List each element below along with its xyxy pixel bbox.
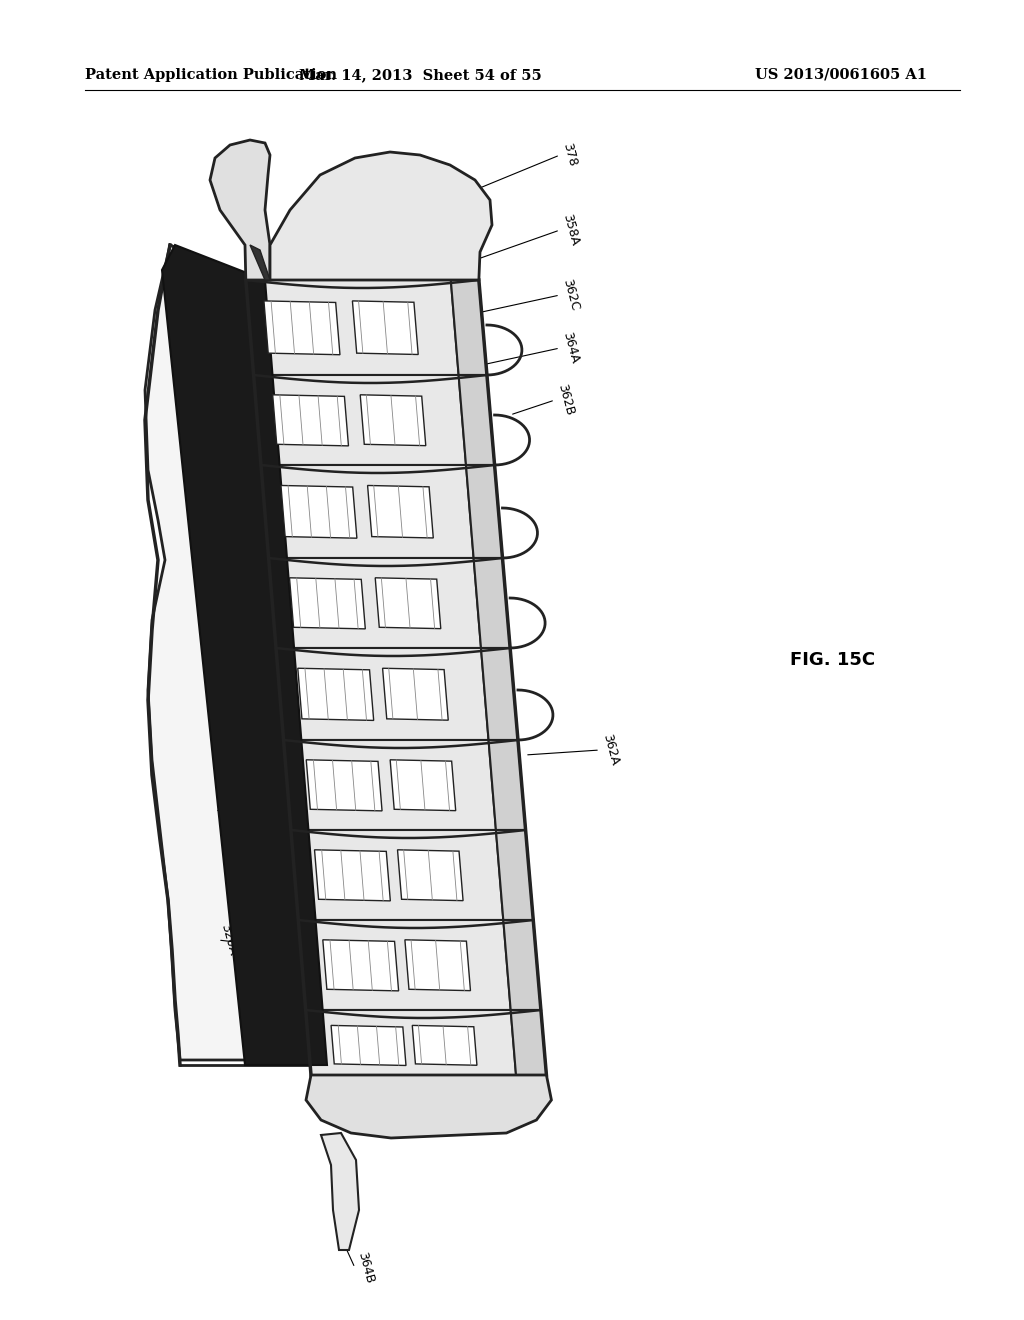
Polygon shape <box>375 578 440 628</box>
Polygon shape <box>250 246 270 280</box>
Polygon shape <box>397 850 463 900</box>
Text: 380: 380 <box>195 527 214 553</box>
Polygon shape <box>254 375 466 465</box>
Polygon shape <box>306 760 382 810</box>
Polygon shape <box>323 940 398 991</box>
Polygon shape <box>291 830 504 920</box>
Polygon shape <box>145 246 310 1060</box>
Polygon shape <box>390 760 456 810</box>
Polygon shape <box>306 1010 516 1080</box>
Polygon shape <box>368 486 433 539</box>
Text: Patent Application Publication: Patent Application Publication <box>85 69 337 82</box>
Polygon shape <box>306 1074 552 1138</box>
Polygon shape <box>290 578 366 628</box>
Polygon shape <box>352 301 418 355</box>
Polygon shape <box>321 1133 359 1250</box>
Polygon shape <box>331 1026 406 1065</box>
Polygon shape <box>451 280 487 375</box>
Polygon shape <box>268 558 481 648</box>
Text: 320B: 320B <box>215 793 236 828</box>
Text: Mar. 14, 2013  Sheet 54 of 55: Mar. 14, 2013 Sheet 54 of 55 <box>299 69 542 82</box>
Polygon shape <box>264 301 340 355</box>
Polygon shape <box>314 850 390 900</box>
Polygon shape <box>162 246 327 1065</box>
Polygon shape <box>298 668 374 721</box>
Polygon shape <box>496 830 534 920</box>
Polygon shape <box>481 648 518 741</box>
Polygon shape <box>281 486 357 539</box>
Text: 364B: 364B <box>355 1251 376 1286</box>
Polygon shape <box>245 271 547 1074</box>
Polygon shape <box>504 920 541 1010</box>
Polygon shape <box>270 152 492 280</box>
Text: 362A: 362A <box>600 733 621 767</box>
Text: 362C: 362C <box>560 277 581 313</box>
Text: 362B: 362B <box>555 383 575 417</box>
Text: 358C: 358C <box>218 743 239 777</box>
Text: 320C: 320C <box>218 693 239 727</box>
Polygon shape <box>404 940 470 990</box>
Text: US 2013/0061605 A1: US 2013/0061605 A1 <box>755 69 927 82</box>
Polygon shape <box>246 280 459 375</box>
Polygon shape <box>272 395 348 446</box>
Polygon shape <box>284 741 496 830</box>
Polygon shape <box>360 395 426 446</box>
Polygon shape <box>210 140 270 280</box>
Polygon shape <box>413 1026 477 1065</box>
Polygon shape <box>511 1010 547 1080</box>
Text: 358A: 358A <box>560 213 581 247</box>
Polygon shape <box>466 465 503 558</box>
Polygon shape <box>298 920 511 1010</box>
Text: 378: 378 <box>560 141 579 168</box>
Text: FIG. 15C: FIG. 15C <box>790 651 876 669</box>
Polygon shape <box>383 668 449 721</box>
Polygon shape <box>488 741 525 830</box>
Polygon shape <box>474 558 510 648</box>
Text: 364A: 364A <box>560 331 581 366</box>
Polygon shape <box>276 648 488 741</box>
Polygon shape <box>459 375 495 465</box>
Polygon shape <box>261 465 474 558</box>
Text: 320A: 320A <box>218 923 239 957</box>
